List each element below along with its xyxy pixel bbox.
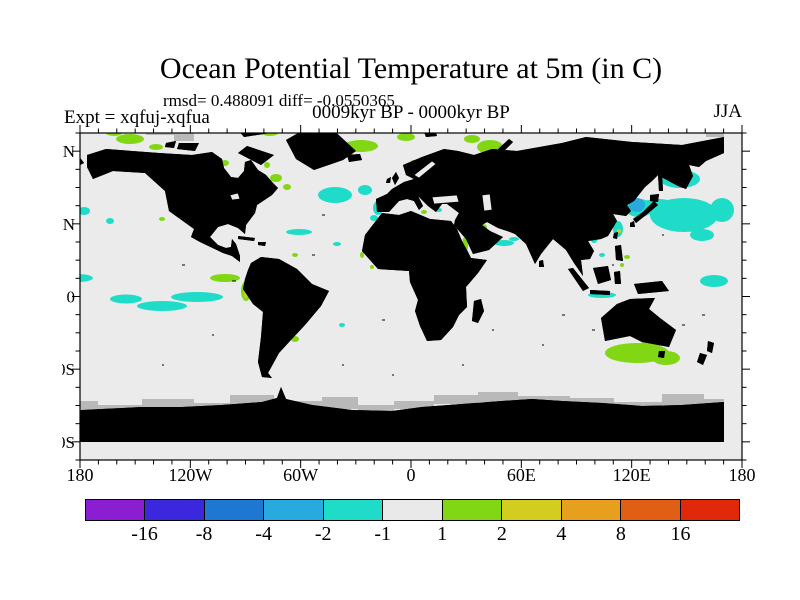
colorbar-segment	[263, 499, 324, 521]
x-tick-label: 60W	[283, 465, 318, 485]
colorbar-segment	[501, 499, 562, 521]
y-tick-label: 0	[67, 288, 76, 307]
colorbar-boundary-label: 2	[496, 523, 507, 545]
colorbar-boundary-label: 16	[670, 523, 691, 545]
colorbar-boundary-label: -2	[314, 523, 332, 545]
colorbar-boundary-label: -1	[374, 523, 392, 545]
colorbar-segment	[679, 499, 740, 521]
stats-line: rmsd= 0.488091 diff= -0.0550365	[163, 91, 395, 110]
y-tick-label: 40N	[62, 215, 75, 234]
plot-title: Ocean Potential Temperature at 5m (in C)	[159, 52, 663, 85]
colorbar-segment	[620, 499, 681, 521]
colorbar-segment	[322, 499, 384, 521]
y-tick-label: 80S	[62, 433, 75, 452]
colorbar-boundary-label: 8	[615, 523, 626, 545]
colorbar-segment	[441, 499, 503, 521]
colorbar-boundary-label: -16	[131, 523, 158, 545]
colorbar-boundary-label: -8	[195, 523, 213, 545]
x-tick-label: 120W	[168, 465, 212, 485]
colorbar-segment	[382, 499, 443, 521]
colorbar-boundary-label: 4	[556, 523, 567, 545]
y-tick-label: 80N	[62, 142, 75, 161]
period-label: 0009kyr BP - 0000kyr BP	[312, 102, 510, 123]
colorbar-segment	[85, 499, 146, 521]
x-tick-label: 180	[67, 465, 94, 485]
x-tick-label: 180	[729, 465, 756, 485]
colorbar-segment	[560, 499, 622, 521]
season-label: JJA	[713, 101, 742, 122]
x-tick-label: 60E	[507, 465, 536, 485]
x-tick-label: 120E	[613, 465, 651, 485]
colorbar	[85, 499, 740, 521]
zero-contour-specks	[162, 214, 705, 376]
colorbar-labels: -16 -8 -4 -2 -1 1 2 4 8 16	[85, 523, 740, 549]
y-tick-label: 40S	[62, 360, 75, 379]
map-frame	[79, 132, 743, 461]
colorbar-segment	[144, 499, 205, 521]
colorbar-segment	[203, 499, 265, 521]
x-tick-label: 0	[407, 465, 416, 485]
axis-ticks	[72, 125, 750, 468]
world-map: 180 120W 60W 0 60E 120E 180 80N 40N 0 40S 80S	[62, 125, 756, 485]
colorbar-boundary-label: 1	[437, 523, 448, 545]
colorbar-boundary-label: -4	[255, 523, 272, 545]
inland-seas	[229, 160, 493, 212]
experiment-label: Expt = xqfuj-xqfua	[64, 107, 210, 128]
axis-tick-labels: 180 120W 60W 0 60E 120E 180 80N 40N 0 40S 80S	[62, 142, 756, 485]
